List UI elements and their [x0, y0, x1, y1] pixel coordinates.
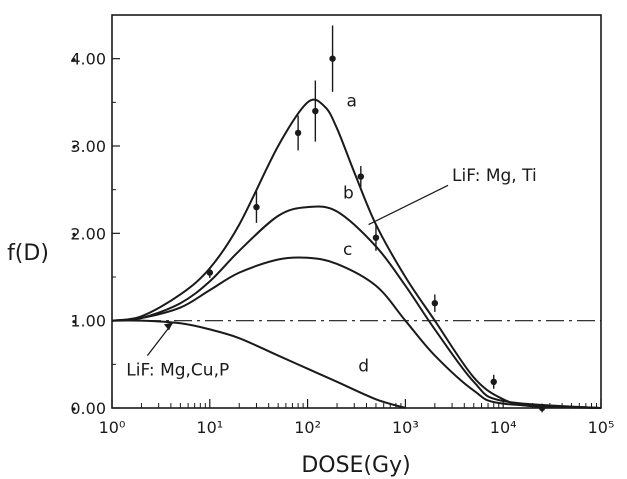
data-point [538, 404, 546, 412]
leader-line-mg-ti [368, 184, 449, 226]
x-axis-ticks: 10⁰ 10¹ 10² 10³ 10⁴ 10⁵ [99, 399, 615, 437]
x-axis-title: DOSE(Gy) [301, 453, 410, 478]
x-tick-label: 10³ [392, 418, 419, 437]
y-tick-dot [72, 320, 76, 324]
x-tick-label: 10⁵ [588, 418, 615, 437]
annotation-label: a [347, 92, 357, 112]
y-tick-dot [72, 145, 76, 149]
x-tick-label: 10¹ [196, 418, 223, 437]
x-tick-label: 10⁴ [490, 418, 517, 437]
y-tick-label: 0.00 [70, 399, 106, 418]
annotation-label: d [358, 356, 369, 376]
measurement-group [206, 25, 546, 413]
y-axis-ticks: 0.00 1.00 2.00 3.00 4.00 [70, 50, 120, 418]
curve-b [111, 205, 602, 409]
y-axis-title: f(D) [7, 241, 49, 266]
measurement-point [431, 294, 439, 312]
plot-border [111, 14, 602, 409]
annotation-group: a b c d LiF: Mg, Ti LiF: Mg,Cu,P [126, 92, 536, 381]
annotation-label: LiF: Mg, Ti [452, 166, 537, 186]
measurement-point [253, 191, 260, 223]
y-tick-dot [72, 232, 76, 236]
y-tick-dot [72, 58, 76, 62]
curve-d [111, 319, 406, 409]
data-point [490, 378, 497, 385]
y-tick-dot [72, 407, 76, 411]
measurement-point [206, 267, 213, 278]
measurement-point [294, 115, 302, 151]
data-point [294, 129, 302, 137]
arrow-head [163, 322, 173, 331]
x-tick-label: 10⁰ [99, 418, 126, 437]
series-group [111, 98, 602, 409]
plot-frame [111, 14, 602, 409]
x-tick-label: 10² [294, 418, 321, 437]
measurement-point [538, 403, 546, 413]
data-point [329, 55, 336, 62]
y-tick-label: 1.00 [70, 312, 106, 331]
annotation-label: LiF: Mg,Cu,P [126, 361, 229, 381]
curve-c [111, 256, 602, 409]
data-point [206, 269, 213, 276]
measurement-point [312, 80, 319, 142]
data-point [431, 300, 439, 307]
data-point [312, 107, 319, 115]
data-point [357, 173, 365, 180]
data-point [372, 234, 380, 241]
y-tick-label: 3.00 [70, 137, 106, 156]
measurement-point [357, 166, 365, 188]
measurement-point [490, 374, 497, 389]
data-point [253, 203, 260, 211]
y-tick-label: 4.00 [70, 50, 106, 69]
curve-a [111, 98, 602, 409]
annotation-label: c [343, 240, 352, 260]
y-tick-label: 2.00 [70, 224, 106, 243]
annotation-label: b [343, 183, 354, 203]
measurement-point [372, 224, 380, 251]
measurement-point [329, 25, 336, 92]
